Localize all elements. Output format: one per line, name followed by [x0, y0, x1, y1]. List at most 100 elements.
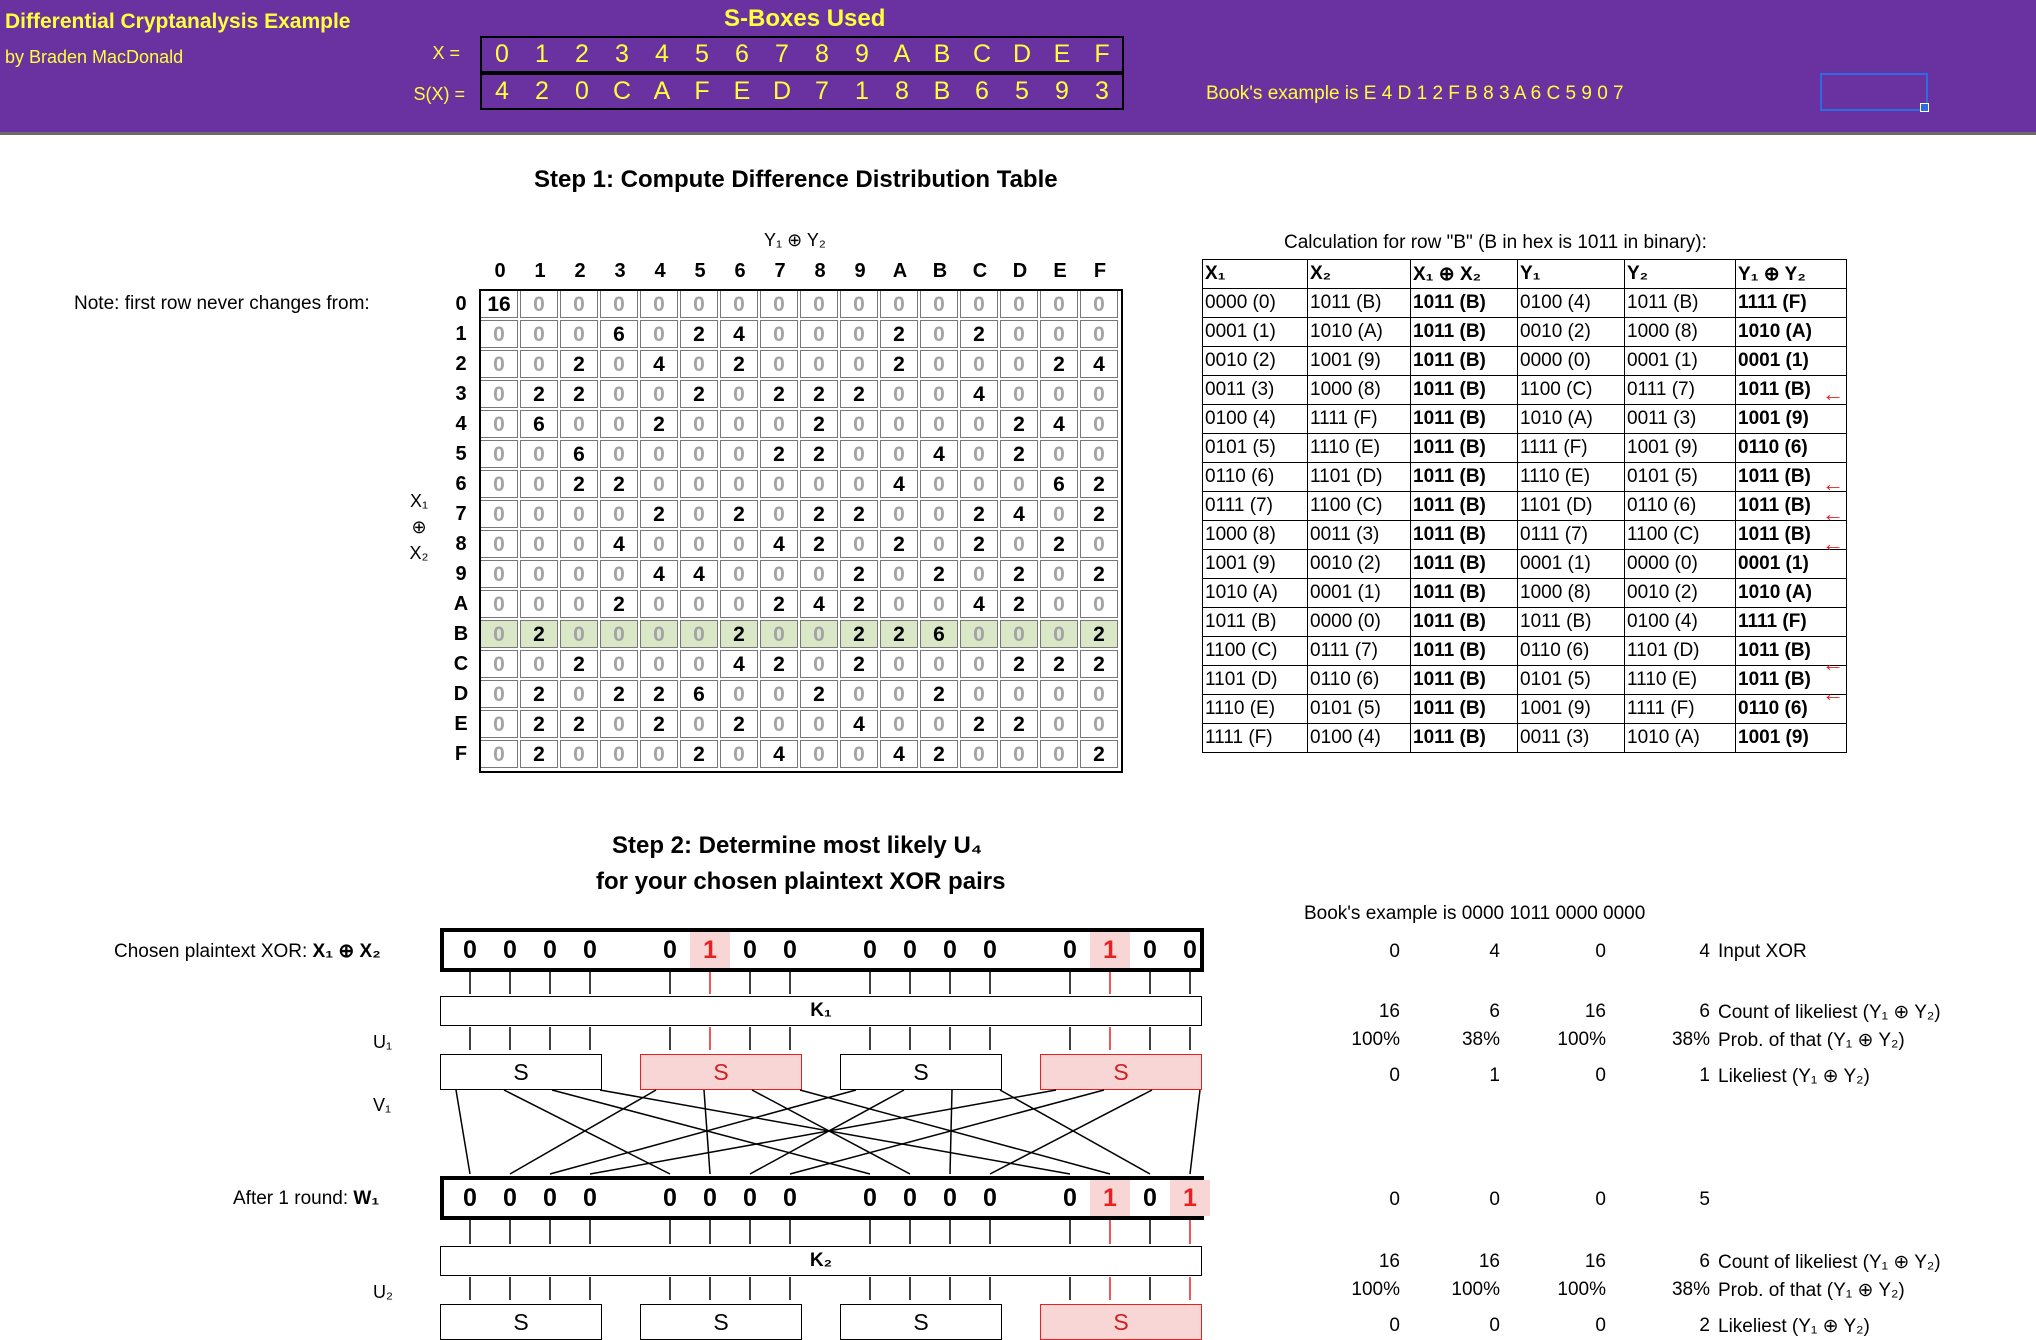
ddt-cell: 2: [840, 560, 878, 588]
ddt-cell: 2: [800, 680, 838, 708]
round1-likeliest: 1: [1699, 1065, 1710, 1086]
round1-likeliest-label: Likeliest (Y₁ ⊕ Y₂): [1718, 1066, 1870, 1087]
ddt-col-header: 9: [854, 260, 866, 282]
ddt-cell: 0: [840, 350, 878, 378]
w1-bit: 0: [943, 1184, 957, 1212]
calc-cell: 0110 (6): [1624, 491, 1736, 521]
ddt-cell: 0: [640, 320, 678, 348]
ddt-cell: 0: [1040, 680, 1078, 708]
ddt-cell: 0: [600, 410, 638, 438]
ddt-cell: 0: [920, 350, 958, 378]
round2-likeliest: 2: [1699, 1315, 1710, 1336]
ddt-col-header: 0: [494, 260, 506, 282]
ddt-cell: 0: [880, 590, 918, 618]
ddt-cell: 0: [680, 470, 718, 498]
ddt-cell: 0: [800, 650, 838, 678]
ddt-row-header: 8: [455, 533, 467, 555]
ddt-cell: 6: [1040, 470, 1078, 498]
w1-value: 0: [1595, 1189, 1606, 1210]
wire-segment: [589, 1089, 1057, 1175]
ddt-col-header: 6: [734, 260, 746, 282]
chosen-xor-bit: 1: [1090, 932, 1130, 968]
ddt-cell: 0: [560, 410, 598, 438]
w1-bit: 0: [503, 1184, 517, 1212]
ddt-cell: 2: [1000, 440, 1038, 468]
fill-handle[interactable]: [1920, 103, 1929, 112]
ddt-cell: 6: [560, 440, 598, 468]
ddt-cell: 0: [640, 380, 678, 408]
round1-count: 16: [1378, 1001, 1400, 1022]
ddt-cell: 0: [600, 560, 638, 588]
ddt-cell: 4: [960, 590, 998, 618]
ddt-cell: 2: [760, 380, 798, 408]
ddt-cell: 2: [800, 530, 838, 558]
w1-bit: 0: [663, 1184, 677, 1212]
round2-count: 16: [1478, 1251, 1500, 1272]
round1-likeliest: 1: [1489, 1065, 1500, 1086]
ddt-cell: 0: [520, 320, 558, 348]
ddt-cell: 0: [560, 620, 598, 648]
ddt-cell: 2: [760, 650, 798, 678]
round1-prob: 100%: [1351, 1029, 1400, 1050]
ddt-cell: 0: [1040, 560, 1078, 588]
ddt-cell: 0: [1000, 530, 1038, 558]
sx-value-4: A: [653, 77, 671, 105]
ddt-cell: 0: [960, 350, 998, 378]
ddt-cell: 0: [800, 620, 838, 648]
ddt-col-header: 5: [694, 260, 706, 282]
chosen-xor-bit: 1: [690, 932, 730, 968]
x-value-4: 4: [655, 40, 669, 68]
calculation-table: X₁ X₂ X₁ ⊕ X₂ Y₁ Y₂ Y₁ ⊕ Y₂ 0000 (0) 1011 (B) 10…: [1202, 259, 1847, 753]
x-value-12: C: [972, 40, 992, 68]
w1-bit: 0: [463, 1184, 477, 1212]
ddt-cell: 0: [600, 440, 638, 468]
ddt-cell: 0: [840, 470, 878, 498]
ddt-cell: 0: [640, 470, 678, 498]
ddt-cell: 0: [880, 650, 918, 678]
ddt-cell: 2: [840, 590, 878, 618]
ddt-cell: 2: [680, 380, 718, 408]
chosen-xor-bit: 0: [583, 936, 597, 964]
chosen-label-text: Chosen plaintext XOR:: [114, 941, 308, 962]
ddt-cell: 2: [560, 470, 598, 498]
ddt-cell: 2: [1080, 740, 1118, 768]
calc-cell: 1111 (F): [1307, 404, 1411, 434]
sx-value-15: 3: [1095, 77, 1109, 105]
calc-header: X₁: [1202, 259, 1308, 289]
ddt-cell: 0: [720, 590, 758, 618]
input-xor-label: Input XOR: [1718, 941, 1807, 962]
sx-value-5: F: [694, 77, 710, 105]
ddt-cell: 2: [640, 410, 678, 438]
calc-row: 1000 (8) 0011 (3) 1011 (B) 0111 (7) 1100 (C)…: [1202, 520, 1847, 550]
ddt-cell: 4: [720, 320, 758, 348]
ddt-cell: 2: [560, 380, 598, 408]
ddt-cell: 2: [1040, 530, 1078, 558]
u1-label: U₁: [373, 1032, 393, 1052]
calc-cell: 1011 (B): [1410, 491, 1518, 521]
ddt-cell: 4: [760, 740, 798, 768]
red-arrow-icon: ←: [1822, 471, 1844, 496]
calc-cell: 1100 (C): [1517, 375, 1625, 405]
ddt-cell: 2: [920, 740, 958, 768]
chosen-xor-bit: 0: [863, 936, 877, 964]
first-row-note: Note: first row never changes from:: [74, 293, 370, 314]
ddt-row-header: F: [454, 743, 468, 765]
w1-bit: 0: [863, 1184, 877, 1212]
calc-cell: 1011 (B): [1410, 607, 1518, 637]
ddt-cell: 0: [560, 590, 598, 618]
calc-cell: 1011 (B): [1410, 433, 1518, 463]
chosen-xor-bit: 0: [983, 936, 997, 964]
ddt-row-header: 5: [455, 443, 467, 465]
after-round-text: After 1 round:: [233, 1188, 349, 1209]
w1-bit: 0: [783, 1184, 797, 1212]
ddt-cell: 0: [800, 470, 838, 498]
x2-label: X₂: [409, 543, 429, 563]
w1-bit: 0: [903, 1184, 917, 1212]
selected-cell[interactable]: [1820, 73, 1928, 111]
round2-count-label: Count of likeliest (Y₁ ⊕ Y₂): [1718, 1252, 1941, 1273]
x-value-1: 1: [535, 40, 549, 68]
ddt-cell: 0: [1040, 320, 1078, 348]
calc-cell: 0001 (1): [1735, 346, 1847, 376]
sx-label: S(X) =: [413, 84, 465, 104]
calc-cell: 0010 (2): [1307, 549, 1411, 579]
